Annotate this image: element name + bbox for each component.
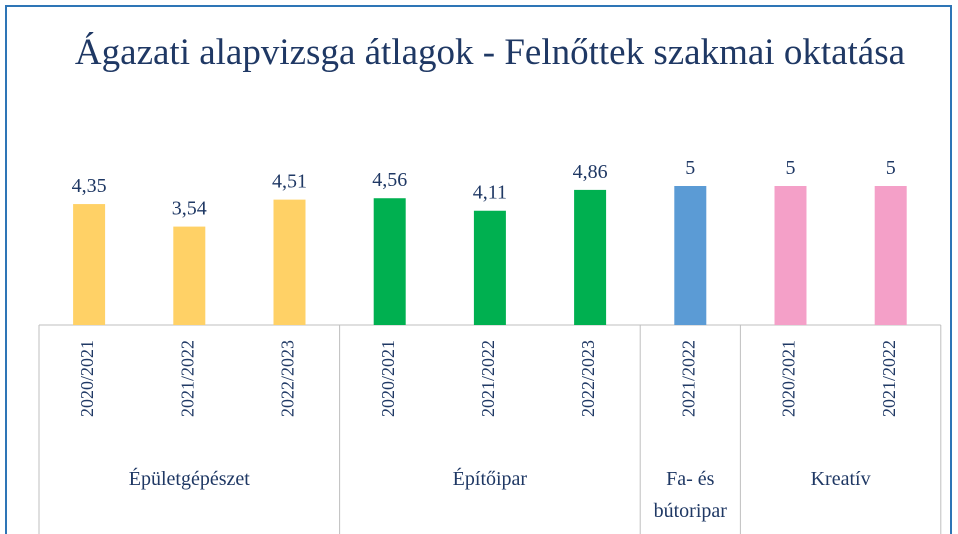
x-tick-label: 2020/2021 bbox=[779, 340, 799, 417]
x-tick-label: 2020/2021 bbox=[378, 340, 398, 417]
value-label: 5 bbox=[685, 157, 695, 179]
value-label: 4,51 bbox=[272, 171, 307, 193]
x-tick-label: 2021/2022 bbox=[478, 340, 498, 417]
value-label: 5 bbox=[786, 157, 796, 179]
bar bbox=[273, 199, 306, 325]
value-label: 4,11 bbox=[473, 182, 507, 204]
bar bbox=[373, 198, 406, 325]
bar bbox=[473, 210, 506, 325]
x-tick-label: 2021/2022 bbox=[678, 340, 698, 417]
value-label: 4,56 bbox=[372, 169, 407, 191]
bar bbox=[774, 186, 807, 325]
x-tick-label: 2021/2022 bbox=[177, 340, 197, 417]
value-label: 3,54 bbox=[172, 198, 207, 220]
x-tick-label: 2022/2023 bbox=[278, 340, 298, 417]
group-label: Építőipar bbox=[452, 468, 528, 490]
group-label: Épületgépészet bbox=[128, 468, 250, 490]
bar bbox=[173, 226, 206, 325]
group-label: Kreatív bbox=[810, 468, 871, 490]
value-label: 4,35 bbox=[72, 175, 107, 197]
group-label: Fa- és bútoripar bbox=[653, 468, 727, 522]
value-label: 5 bbox=[886, 157, 896, 179]
value-label: 4,86 bbox=[573, 161, 608, 183]
chart-title: Ágazati alapvizsga átlagok - Felnőttek s… bbox=[74, 32, 906, 73]
x-tick-label: 2021/2022 bbox=[879, 340, 899, 417]
x-tick-label: 2022/2023 bbox=[578, 340, 598, 417]
bar bbox=[574, 189, 607, 325]
frame bbox=[5, 5, 952, 534]
bar bbox=[73, 204, 106, 325]
x-tick-label: 2020/2021 bbox=[77, 340, 97, 417]
bar bbox=[874, 186, 907, 325]
bar bbox=[674, 186, 707, 325]
